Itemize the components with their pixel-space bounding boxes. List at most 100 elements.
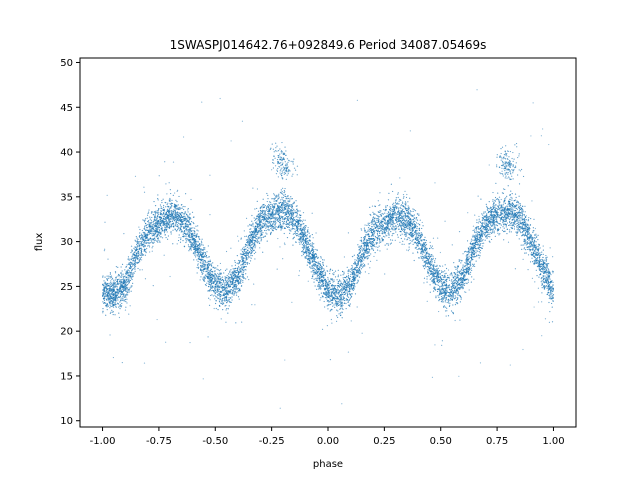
data-point xyxy=(106,279,109,281)
data-point xyxy=(476,231,478,233)
data-point xyxy=(336,290,338,292)
data-point xyxy=(166,208,169,210)
data-point xyxy=(180,207,182,209)
data-point xyxy=(417,242,419,244)
data-point xyxy=(297,223,299,225)
data-point xyxy=(521,217,523,219)
data-point xyxy=(531,252,533,254)
data-point xyxy=(405,234,407,236)
data-point xyxy=(378,237,380,239)
data-point xyxy=(125,294,127,296)
data-point xyxy=(521,215,523,217)
data-point xyxy=(532,247,534,249)
data-point xyxy=(374,231,376,233)
data-point xyxy=(444,297,446,299)
data-point xyxy=(257,218,259,220)
data-point xyxy=(421,243,423,245)
data-point xyxy=(379,204,381,206)
data-point xyxy=(467,278,469,280)
data-point xyxy=(378,204,380,207)
data-point xyxy=(306,250,308,252)
data-point xyxy=(290,220,292,222)
data-point xyxy=(402,202,404,204)
data-point xyxy=(413,217,415,219)
data-point xyxy=(334,295,336,297)
data-point xyxy=(517,230,519,232)
data-point xyxy=(466,240,469,242)
data-point xyxy=(530,233,532,236)
data-point xyxy=(158,233,160,236)
data-point xyxy=(487,218,489,221)
data-point xyxy=(502,192,504,194)
data-point xyxy=(165,236,167,239)
data-point xyxy=(395,214,397,216)
data-point xyxy=(500,211,502,213)
data-point xyxy=(414,247,416,249)
data-point xyxy=(228,275,230,278)
data-point xyxy=(468,249,470,251)
data-point xyxy=(248,247,250,249)
data-point xyxy=(512,203,515,205)
data-point xyxy=(551,302,553,305)
data-point xyxy=(549,282,552,284)
data-point xyxy=(509,193,511,196)
data-point xyxy=(541,276,543,279)
data-point xyxy=(483,242,485,244)
data-point xyxy=(118,306,120,308)
data-point xyxy=(334,298,336,300)
data-point xyxy=(389,206,391,208)
data-point xyxy=(505,226,507,228)
data-point xyxy=(485,203,487,205)
data-point xyxy=(313,263,315,265)
data-point xyxy=(317,257,319,260)
data-point xyxy=(452,304,454,306)
data-point xyxy=(244,245,246,248)
data-point xyxy=(365,239,367,241)
data-point xyxy=(443,276,445,279)
data-point xyxy=(356,274,358,276)
data-point xyxy=(240,280,242,282)
data-point xyxy=(209,259,211,261)
data-point xyxy=(363,251,365,254)
data-point xyxy=(394,201,397,203)
data-point xyxy=(378,242,380,244)
data-point xyxy=(550,293,552,295)
data-point xyxy=(471,255,473,258)
data-point xyxy=(174,207,176,209)
data-point xyxy=(407,217,410,219)
data-point xyxy=(290,224,292,226)
data-point xyxy=(300,230,303,232)
data-point xyxy=(318,288,320,290)
data-point xyxy=(204,247,206,249)
data-point xyxy=(210,283,213,285)
data-point xyxy=(267,198,269,200)
data-point xyxy=(473,235,476,237)
data-point xyxy=(145,241,147,243)
data-point xyxy=(520,228,522,230)
data-point xyxy=(114,302,116,304)
data-point xyxy=(317,256,319,258)
data-point xyxy=(281,228,283,230)
data-point xyxy=(178,195,180,198)
data-point xyxy=(128,272,130,274)
data-point xyxy=(347,301,350,303)
data-point xyxy=(240,276,242,278)
data-point xyxy=(238,267,240,269)
data-point xyxy=(429,245,432,247)
data-point xyxy=(299,210,301,212)
data-point xyxy=(123,300,125,302)
data-point xyxy=(441,286,443,288)
data-point xyxy=(218,270,221,272)
data-point xyxy=(305,252,307,254)
data-point xyxy=(167,202,169,204)
data-point xyxy=(214,291,216,293)
data-point xyxy=(319,270,322,273)
data-point xyxy=(479,249,482,251)
data-point xyxy=(319,299,321,301)
data-point xyxy=(110,276,112,279)
data-point xyxy=(337,274,339,276)
data-point xyxy=(397,192,399,194)
data-point xyxy=(296,211,298,213)
data-point xyxy=(176,214,178,216)
data-point xyxy=(199,245,201,248)
